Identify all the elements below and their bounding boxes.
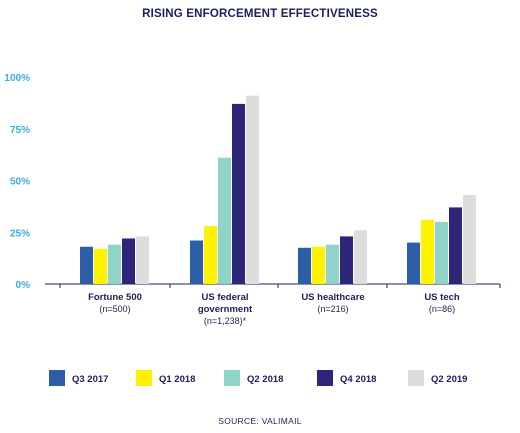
legend-swatch	[136, 370, 152, 386]
bars-layer	[80, 95, 476, 284]
bar	[449, 207, 462, 284]
category-label: Fortune 500	[88, 292, 142, 303]
bar	[218, 157, 231, 284]
bar	[298, 247, 311, 284]
legend-item: Q2 2019	[408, 370, 467, 386]
y-tick-label: 75%	[10, 125, 30, 136]
bar	[312, 246, 325, 284]
category-sample-size: (n=500)	[99, 304, 130, 314]
legend-swatch	[408, 370, 424, 386]
category-sample-size: (n=1,238)*	[204, 316, 247, 326]
category-label: US tech	[424, 292, 460, 303]
bar	[232, 103, 245, 284]
y-tick-label: 100%	[4, 73, 30, 84]
category-label: US federal	[202, 292, 249, 303]
bar	[204, 226, 217, 284]
bar	[407, 242, 420, 284]
bar	[190, 240, 203, 284]
legend-swatch	[49, 370, 65, 386]
bar	[463, 194, 476, 284]
legend-item: Q3 2017	[49, 370, 108, 386]
category-labels: Fortune 500(n=500)US federalgovernment(n…	[88, 292, 460, 326]
legend-item: Q2 2018	[224, 370, 283, 386]
y-tick-label: 50%	[10, 177, 30, 188]
bar	[435, 221, 448, 284]
legend-label: Q2 2018	[247, 374, 283, 385]
bar	[122, 238, 135, 284]
bar	[246, 95, 259, 284]
category-label-line: government	[198, 304, 253, 315]
chart-title: RISING ENFORCEMENT EFFECTIVENESS	[142, 8, 378, 20]
source-note: SOURCE: VALIMAIL	[218, 416, 302, 426]
bar	[136, 236, 149, 284]
category-sample-size: (n=86)	[429, 304, 455, 314]
bar	[94, 248, 107, 284]
bar	[80, 246, 93, 284]
legend-label: Q3 2017	[72, 374, 108, 385]
legend-swatch	[317, 370, 333, 386]
legend-item: Q1 2018	[136, 370, 195, 386]
bar	[340, 236, 353, 284]
legend-label: Q4 2018	[340, 374, 376, 385]
bar	[326, 244, 339, 284]
category-sample-size: (n=216)	[317, 304, 348, 314]
legend-label: Q1 2018	[159, 374, 195, 385]
y-tick-label: 25%	[10, 228, 30, 239]
legend-label: Q2 2019	[431, 374, 467, 385]
legend-swatch	[224, 370, 240, 386]
legend-item: Q4 2018	[317, 370, 376, 386]
y-tick-label: 0%	[16, 280, 31, 291]
category-label: US healthcare	[301, 292, 364, 303]
bar	[354, 230, 367, 284]
bar	[108, 244, 121, 284]
legend: Q3 2017 Q1 2018 Q2 2018 Q4 2018 Q2 2019	[49, 370, 467, 386]
bar	[421, 219, 434, 284]
